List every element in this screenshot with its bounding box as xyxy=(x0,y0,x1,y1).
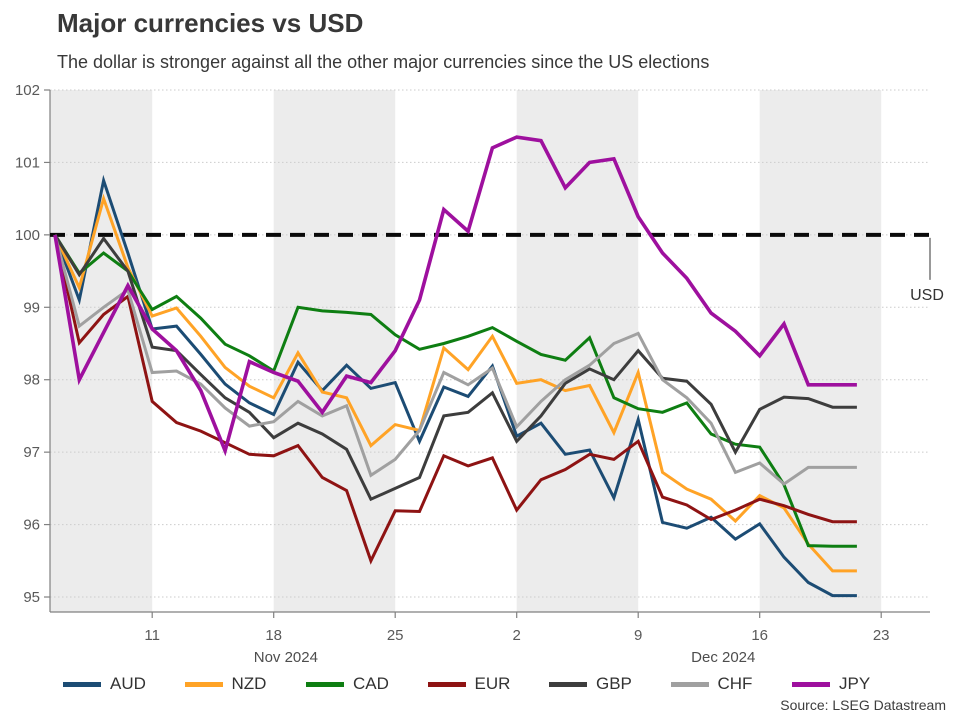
legend-label-chf: CHF xyxy=(717,674,753,693)
chart-legend: AUD NZD CAD EUR GBP CHF JPY xyxy=(0,672,960,698)
legend-item-nzd: NZD xyxy=(184,672,267,696)
legend-swatch-nzd xyxy=(184,681,223,687)
y-tick-label: 98 xyxy=(23,372,40,389)
series-line-cad xyxy=(53,234,857,548)
series-line-jpy xyxy=(53,135,857,457)
series-line-chf xyxy=(53,234,857,486)
legend-item-gbp: GBP xyxy=(549,672,632,696)
y-tick-label: 99 xyxy=(23,299,40,316)
month-label: Dec 2024 xyxy=(691,649,755,666)
legend-label-nzd: NZD xyxy=(231,674,267,693)
legend-item-aud: AUD xyxy=(63,672,146,696)
legend-label-aud: AUD xyxy=(110,674,146,693)
usd-baseline-label: USD xyxy=(910,287,944,304)
x-tick-label: 9 xyxy=(634,627,642,644)
week-shading-band xyxy=(273,90,396,612)
x-tick-label: 25 xyxy=(387,627,404,644)
series-line-aud xyxy=(53,174,857,598)
legend-label-eur: EUR xyxy=(474,674,511,693)
y-tick-label: 95 xyxy=(23,589,40,606)
series-line-eur xyxy=(53,234,857,565)
legend-item-chf: CHF xyxy=(670,672,753,696)
legend-swatch-cad xyxy=(306,681,344,687)
legend-swatch-chf xyxy=(670,681,709,687)
legend-label-jpy: JPY xyxy=(839,674,871,693)
legend-item-cad: CAD xyxy=(306,672,389,696)
y-tick-label: 102 xyxy=(15,82,40,99)
x-tick-label: 18 xyxy=(265,627,282,644)
y-tick-label: 97 xyxy=(23,444,40,461)
page-title: Major currencies vs USD xyxy=(57,8,364,38)
x-tick-label: 23 xyxy=(873,627,890,644)
legend-item-eur: EUR xyxy=(427,672,511,696)
legend-item-jpy: JPY xyxy=(792,672,870,696)
series-line-nzd xyxy=(53,193,857,573)
x-tick-label: 2 xyxy=(513,627,521,644)
week-shading-band xyxy=(50,90,153,612)
series-line-gbp xyxy=(53,234,857,502)
page-subtitle: The dollar is stronger against all the o… xyxy=(57,52,710,72)
legend-label-cad: CAD xyxy=(353,674,389,693)
source-credit: Source: LSEG Datastream xyxy=(780,697,946,713)
legend-label-gbp: GBP xyxy=(596,674,632,693)
y-tick-label: 100 xyxy=(15,227,40,244)
x-tick-label: 16 xyxy=(751,627,768,644)
legend-swatch-jpy xyxy=(792,681,830,687)
x-tick-label: 11 xyxy=(144,627,160,644)
month-label: Nov 2024 xyxy=(254,649,318,666)
legend-swatch-gbp xyxy=(549,681,587,687)
y-tick-label: 101 xyxy=(15,154,40,171)
legend-swatch-eur xyxy=(427,681,466,687)
week-shading-band xyxy=(759,90,882,612)
y-tick-label: 96 xyxy=(23,517,40,534)
legend-swatch-aud xyxy=(63,681,101,687)
